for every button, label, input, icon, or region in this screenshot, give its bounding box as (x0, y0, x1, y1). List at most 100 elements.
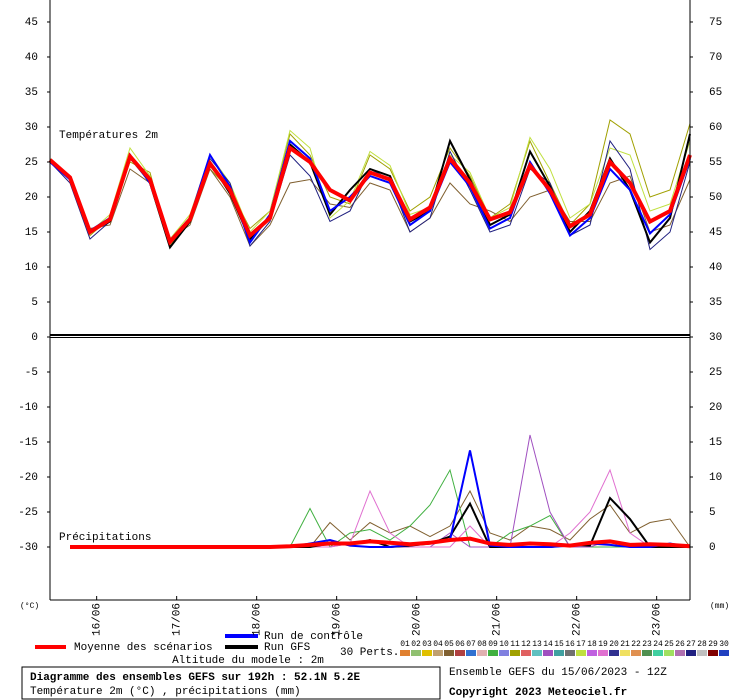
precipitation-label: Précipitations (59, 532, 151, 544)
y-tick-label: 40 (25, 52, 38, 64)
series-line (70, 468, 690, 548)
perturbation-number: 10 (499, 640, 509, 649)
perturbation-swatch (510, 650, 520, 656)
perturbation-swatch (697, 650, 707, 656)
perturbation-number: 03 (422, 640, 432, 649)
perturbation-swatch (653, 650, 663, 656)
series-line (70, 468, 690, 548)
x-tick-label: 19/06 (332, 603, 344, 636)
temperature-label: Températures 2m (59, 130, 158, 142)
perturbation-swatch (532, 650, 542, 656)
y2-tick-label: 60 (709, 122, 722, 134)
title: Diagramme des ensembles GEFS sur 192h : … (30, 672, 360, 684)
perturbation-swatch (598, 650, 608, 656)
perturbation-swatch (488, 650, 498, 656)
perturbation-number: 22 (631, 640, 641, 649)
altitude: Altitude du modele : 2m (172, 655, 324, 667)
perturbation-number: 18 (587, 640, 597, 649)
y2-tick-label: 40 (709, 262, 722, 274)
perturbation-number: 14 (543, 640, 553, 649)
perturbation-number: 24 (653, 640, 663, 649)
y-tick-label: 20 (25, 192, 38, 204)
perturbation-number: 19 (598, 640, 608, 649)
y-tick-label: -30 (18, 542, 38, 554)
y-tick-label: 25 (25, 157, 38, 169)
perturbation-number: 11 (510, 640, 520, 649)
y2-tick-label: 75 (709, 17, 722, 29)
y-tick-label: -10 (18, 402, 38, 414)
run-info: Ensemble GEFS du 15/06/2023 - 12Z (449, 667, 667, 679)
perturbation-number: 29 (708, 640, 718, 649)
perturbation-swatch (477, 650, 487, 656)
perturbation-number: 05 (444, 640, 454, 649)
perturbation-swatch (433, 650, 443, 656)
perturbation-swatch (686, 650, 696, 656)
copyright: Copyright 2023 Meteociel.fr (449, 687, 627, 699)
perturbation-number: 12 (521, 640, 531, 649)
legend-mean: Moyenne des scénarios (74, 642, 213, 654)
perturbation-swatch (719, 650, 729, 656)
y2-tick-label: 55 (709, 157, 722, 169)
perturbation-number: 07 (466, 640, 476, 649)
perturbation-swatch (521, 650, 531, 656)
y2-tick-label: 45 (709, 227, 722, 239)
y2-tick-label: 65 (709, 87, 722, 99)
perturbation-swatch (466, 650, 476, 656)
series-line (49, 139, 691, 251)
perturbation-swatch (587, 650, 597, 656)
series-line (70, 450, 691, 549)
perturbation-swatch (620, 650, 630, 656)
perturbation-swatch (631, 650, 641, 656)
perturbation-number: 13 (532, 640, 542, 649)
y2-tick-label: 10 (709, 472, 722, 484)
x-tick-label: 16/06 (92, 603, 104, 636)
perturbation-swatch (422, 650, 432, 656)
perturbation-swatch (400, 650, 410, 656)
perturbation-number: 27 (686, 640, 696, 649)
perturbation-swatch (411, 650, 421, 656)
perturbation-swatch (609, 650, 619, 656)
perturbation-number: 17 (576, 640, 586, 649)
y2-tick-label: 50 (709, 192, 722, 204)
y2-tick-label: 35 (709, 297, 722, 309)
series-line (70, 496, 690, 549)
y2-tick-label: 0 (709, 542, 716, 554)
perturbation-number: 04 (433, 640, 443, 649)
x-tick-label: 21/06 (492, 603, 504, 636)
x-tick-label: 20/06 (412, 603, 424, 636)
y-tick-label: -15 (18, 437, 38, 449)
series-line (49, 129, 691, 241)
x-tick-label: 18/06 (252, 603, 264, 636)
perturbation-number: 15 (554, 640, 564, 649)
perturbations-label: 30 Perts. (340, 647, 399, 659)
y2-unit: (mm) (710, 602, 729, 611)
perturbation-number: 16 (565, 640, 575, 649)
perturbation-swatch (708, 650, 718, 656)
perturbation-swatch (664, 650, 674, 656)
perturbation-swatch (642, 650, 652, 656)
y2-tick-label: 5 (709, 507, 716, 519)
perturbation-number: 09 (488, 640, 498, 649)
y-tick-label: -20 (18, 472, 38, 484)
perturbation-number: 02 (411, 640, 421, 649)
perturbation-number: 06 (455, 640, 465, 649)
plot-area (48, 119, 692, 550)
series-line (70, 489, 691, 548)
perturbation-number: 30 (719, 640, 729, 649)
perturbation-number: 01 (400, 640, 410, 649)
y-tick-label: 35 (25, 87, 38, 99)
perturbation-number: 26 (675, 640, 685, 649)
perturbation-swatch (499, 650, 509, 656)
perturbation-swatch (543, 650, 553, 656)
y-tick-label: 45 (25, 17, 38, 29)
perturbation-swatch (576, 650, 586, 656)
perturbation-number: 08 (477, 640, 487, 649)
perturbation-swatch (444, 650, 454, 656)
perturbation-legend: 01 02 03 04 05 06 07 08 09 10 11 12 13 14 15 16 17 18 19 20… (400, 640, 729, 656)
y-tick-label: 30 (25, 122, 38, 134)
series-line (48, 144, 692, 246)
legend-control: Run de contrôle (264, 631, 363, 643)
x-tick-label: 22/06 (572, 603, 584, 636)
x-tick-label: 17/06 (172, 603, 184, 636)
y2-tick-label: 20 (709, 402, 722, 414)
